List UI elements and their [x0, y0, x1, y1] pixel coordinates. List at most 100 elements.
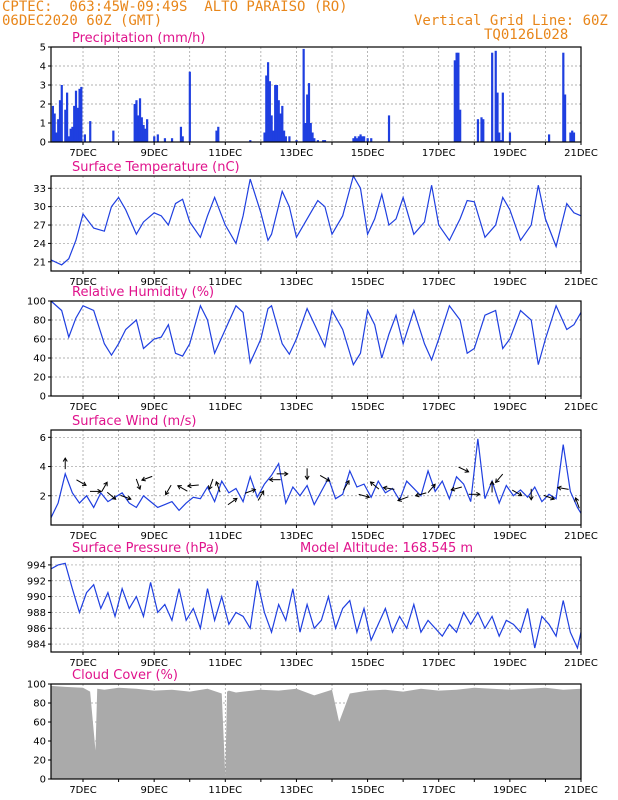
wind-arrow: [215, 480, 221, 493]
precip-bar: [304, 123, 307, 142]
x-tick-label: 21DEC: [564, 402, 598, 413]
x-tick-label: 11DEC: [208, 658, 242, 669]
y-tick-label: 6: [40, 433, 46, 444]
panel-title: Relative Humidity (%): [72, 285, 214, 300]
wind-arrow: [343, 479, 350, 491]
x-tick-label: 7DEC: [69, 402, 96, 413]
precip-bar: [306, 94, 309, 142]
y-tick-label: 2: [40, 100, 46, 111]
panel-title: Cloud Cover (%): [72, 668, 178, 683]
wind-arrow: [186, 483, 199, 489]
wind-arrow: [450, 486, 462, 492]
precip-bar: [387, 115, 391, 142]
x-tick-label: 19DEC: [493, 277, 527, 288]
precip-bar: [64, 109, 67, 142]
y-tick-label: 990: [27, 592, 46, 603]
precip-bar: [352, 138, 355, 142]
x-tick-label: 21DEC: [564, 785, 598, 796]
wind-line: [50, 438, 582, 518]
y-tick-label: 984: [27, 640, 46, 651]
x-tick-label: 13DEC: [280, 785, 314, 796]
precip-bar: [501, 92, 504, 142]
precip-bar: [562, 52, 565, 143]
wind-arrow: [257, 490, 265, 501]
precip-bar: [138, 98, 142, 142]
x-tick-label: 7DEC: [69, 531, 96, 542]
precip-bar: [270, 115, 273, 142]
wind-arrow: [276, 471, 289, 477]
precip-bar: [275, 85, 279, 142]
precip-bar: [83, 134, 86, 142]
precip-bar: [282, 130, 286, 142]
precip-bar: [71, 126, 74, 142]
precip-bar: [217, 126, 220, 142]
x-tick-label: 15DEC: [351, 148, 385, 159]
precip-bar: [89, 121, 92, 142]
panel-frame: [50, 683, 582, 780]
precip-bar: [249, 140, 252, 142]
precip-bar: [78, 88, 81, 142]
y-tick-label: 986: [27, 624, 46, 635]
precip-bar: [279, 113, 282, 142]
panel-precip: Precipitation (mm/h)7DEC 9DEC 11DEC 13DEC 15…: [40, 31, 598, 159]
precip-bar: [80, 86, 83, 142]
y-tick-label: 100: [27, 680, 46, 691]
precip-bar: [498, 132, 501, 142]
wind-arrow: [106, 491, 117, 500]
x-tick-label: 11DEC: [208, 785, 242, 796]
precip-bar: [316, 140, 319, 142]
wind-arrow: [177, 485, 188, 492]
wind-arrow: [227, 497, 238, 506]
wind-arrow: [140, 475, 153, 482]
precip-bar: [547, 134, 551, 142]
panel-frame: [50, 429, 582, 526]
y-tick-label: 3: [40, 81, 46, 92]
precip-bar: [496, 92, 499, 142]
precip-bar: [480, 117, 483, 142]
precip-bar: [455, 52, 458, 143]
x-tick-label: 9DEC: [140, 785, 167, 796]
panel-frame: [50, 46, 582, 143]
precip-bar: [311, 132, 314, 142]
precip-bar: [482, 119, 485, 142]
precip-bar: [188, 71, 191, 142]
precip-bar: [60, 85, 63, 142]
precip-bar: [181, 136, 184, 142]
precip-bar: [112, 130, 115, 142]
precip-bar: [277, 100, 280, 142]
precip-bar: [135, 100, 138, 142]
precip-bar: [457, 52, 460, 143]
precip-bar: [322, 140, 325, 142]
wind-arrow: [62, 457, 68, 470]
precip-bar: [309, 123, 312, 142]
precip-bar: [491, 52, 494, 143]
precip-bar: [58, 100, 62, 142]
panel-title: Precipitation (mm/h): [72, 31, 205, 46]
wind-arrow: [397, 496, 409, 502]
x-tick-label: 11DEC: [208, 277, 242, 288]
y-tick-label: 992: [27, 576, 46, 587]
y-tick-label: 33: [33, 184, 46, 195]
precip-bar: [170, 138, 174, 142]
press-line: [50, 562, 582, 650]
x-tick-label: 9DEC: [140, 277, 167, 288]
precip-bar: [284, 136, 287, 142]
wind-arrow: [427, 483, 436, 493]
x-tick-label: 17DEC: [422, 148, 456, 159]
x-tick-label: 9DEC: [140, 148, 167, 159]
precip-bar: [265, 75, 268, 142]
precip-bar: [563, 94, 567, 142]
x-tick-label: 19DEC: [493, 531, 527, 542]
header-line2-left: 06DEC2020 60Z (GMT): [2, 13, 163, 29]
precip-bar: [476, 119, 480, 142]
header-line1-left: CPTEC: 063:45W-09:49S ALTO PARAISO (RO): [2, 0, 348, 15]
panel-frame: [50, 175, 582, 272]
x-tick-label: 15DEC: [351, 277, 385, 288]
precip-bar: [263, 132, 266, 142]
x-tick-label: 13DEC: [280, 277, 314, 288]
header-line2-right: TQ0126L028: [484, 27, 569, 43]
x-tick-label: 15DEC: [351, 785, 385, 796]
y-tick-label: 80: [33, 699, 46, 710]
x-tick-label: 19DEC: [493, 402, 527, 413]
